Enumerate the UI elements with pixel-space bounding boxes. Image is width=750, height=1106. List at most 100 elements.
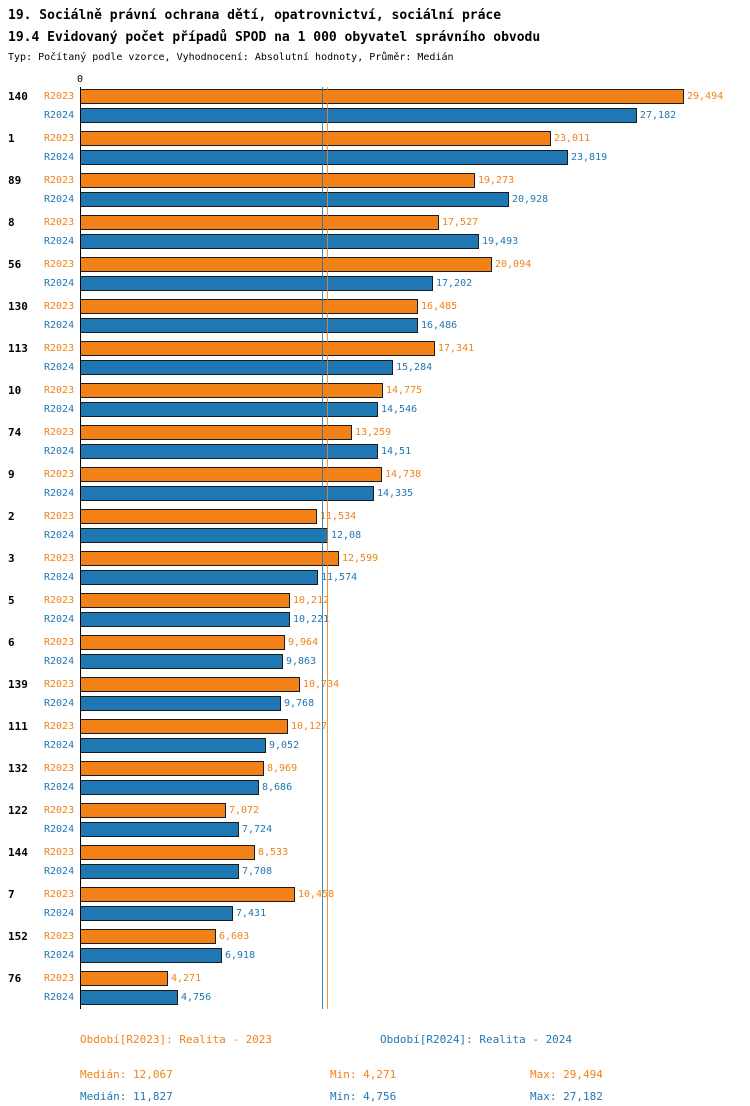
- legend-r2024: Období[R2024]: Realita - 2024: [380, 1033, 573, 1046]
- value-label-r2024: 8,686: [262, 782, 293, 793]
- chart-subtitle: 19.4 Evidovaný počet případů SPOD na 1 0…: [8, 30, 541, 45]
- bar-row: R2023 29,494: [44, 89, 750, 104]
- value-label-r2023: 8,969: [267, 763, 298, 774]
- bar-row: R2024 14,335: [44, 486, 750, 501]
- bar-group: 144 R2023 8,533 R2024 7,708: [0, 845, 750, 879]
- category-label: 1: [8, 132, 15, 145]
- bar-group: 152 R2023 6,603 R2024 6,918: [0, 929, 750, 963]
- value-label-r2024: 4,756: [181, 992, 212, 1003]
- value-label-r2024: 7,708: [242, 866, 273, 877]
- bar-group: 3 R2023 12,599 R2024 11,574: [0, 551, 750, 585]
- series-label-r2024: R2024: [44, 152, 75, 163]
- bar-group: 74 R2023 13,259 R2024 14,51: [0, 425, 750, 459]
- bar-r2023: [80, 929, 216, 944]
- bar-group: 6 R2023 9,964 R2024 9,863: [0, 635, 750, 669]
- series-label-r2023: R2023: [44, 343, 75, 354]
- bar-row: R2023 4,271: [44, 971, 750, 986]
- series-label-r2023: R2023: [44, 91, 75, 102]
- series-label-r2023: R2023: [44, 679, 75, 690]
- value-label-r2024: 15,284: [396, 362, 433, 373]
- category-label: 76: [8, 972, 22, 985]
- stat-max-r2023: Max: 29,494: [530, 1068, 603, 1081]
- bar-group: 89 R2023 19,273 R2024 20,928: [0, 173, 750, 207]
- bar-r2023: [80, 509, 317, 524]
- bar-row: R2023 19,273: [44, 173, 750, 188]
- value-label-r2023: 6,603: [219, 931, 250, 942]
- page-title: 19. Sociálně právní ochrana dětí, opatro…: [8, 8, 502, 23]
- series-label-r2024: R2024: [44, 908, 75, 919]
- value-label-r2023: 10,458: [298, 889, 335, 900]
- series-label-r2023: R2023: [44, 973, 75, 984]
- bar-r2023: [80, 89, 684, 104]
- bar-r2024: [80, 360, 393, 375]
- category-label: 122: [8, 804, 28, 817]
- bar-group: 111 R2023 10,127 R2024 9,052: [0, 719, 750, 753]
- series-label-r2023: R2023: [44, 511, 75, 522]
- category-label: 132: [8, 762, 28, 775]
- series-label-r2023: R2023: [44, 301, 75, 312]
- value-label-r2024: 9,768: [284, 698, 315, 709]
- bar-r2023: [80, 173, 475, 188]
- bar-row: R2024 19,493: [44, 234, 750, 249]
- series-label-r2023: R2023: [44, 175, 75, 186]
- value-label-r2023: 20,094: [495, 259, 532, 270]
- bar-r2024: [80, 696, 281, 711]
- value-label-r2024: 7,724: [242, 824, 273, 835]
- bar-row: R2024 9,768: [44, 696, 750, 711]
- series-label-r2024: R2024: [44, 572, 75, 583]
- bar-row: R2024 16,486: [44, 318, 750, 333]
- series-label-r2024: R2024: [44, 614, 75, 625]
- legend: Období[R2023]: Realita - 2023 Období[R20…: [80, 1033, 750, 1046]
- value-label-r2024: 19,493: [482, 236, 519, 247]
- bar-group: 76 R2023 4,271 R2024 4,756: [0, 971, 750, 1005]
- value-label-r2024: 12,08: [331, 530, 362, 541]
- value-label-r2023: 4,271: [171, 973, 202, 984]
- bar-r2024: [80, 948, 222, 963]
- value-label-r2023: 16,485: [421, 301, 458, 312]
- value-label-r2024: 17,202: [436, 278, 473, 289]
- value-label-r2024: 27,182: [640, 110, 677, 121]
- value-label-r2024: 20,928: [512, 194, 549, 205]
- bar-row: R2023 14,775: [44, 383, 750, 398]
- category-label: 5: [8, 594, 15, 607]
- category-label: 152: [8, 930, 28, 943]
- series-label-r2024: R2024: [44, 362, 75, 373]
- bar-row: R2024 6,918: [44, 948, 750, 963]
- series-label-r2023: R2023: [44, 763, 75, 774]
- bar-group: 2 R2023 11,534 R2024 12,08: [0, 509, 750, 543]
- median-line-r2023: [326, 87, 328, 1009]
- value-label-r2023: 7,072: [229, 805, 260, 816]
- category-label: 140: [8, 90, 28, 103]
- bar-r2024: [80, 906, 233, 921]
- series-label-r2023: R2023: [44, 721, 75, 732]
- value-label-r2023: 10,734: [303, 679, 339, 690]
- bar-row: R2024 17,202: [44, 276, 750, 291]
- value-label-r2024: 23,819: [571, 152, 608, 163]
- y-axis-line: [80, 87, 81, 1009]
- value-label-r2024: 6,918: [225, 950, 256, 961]
- series-label-r2024: R2024: [44, 446, 75, 457]
- bar-row: R2024 9,052: [44, 738, 750, 753]
- bar-group: 139 R2023 10,734 R2024 9,768: [0, 677, 750, 711]
- bar-group: 8 R2023 17,527 R2024 19,493: [0, 215, 750, 249]
- bar-r2023: [80, 677, 300, 692]
- bar-group: 7 R2023 10,458 R2024 7,431: [0, 887, 750, 921]
- bar-row: R2023 7,072: [44, 803, 750, 818]
- value-label-r2023: 19,273: [478, 175, 515, 186]
- bar-r2023: [80, 425, 352, 440]
- series-label-r2024: R2024: [44, 110, 75, 121]
- bar-r2024: [80, 276, 433, 291]
- bar-row: R2023 17,341: [44, 341, 750, 356]
- bar-group: 10 R2023 14,775 R2024 14,546: [0, 383, 750, 417]
- bar-r2024: [80, 192, 509, 207]
- series-label-r2023: R2023: [44, 847, 75, 858]
- bar-r2023: [80, 719, 288, 734]
- value-label-r2024: 10,221: [293, 614, 330, 625]
- series-label-r2023: R2023: [44, 469, 75, 480]
- series-label-r2023: R2023: [44, 889, 75, 900]
- series-label-r2024: R2024: [44, 488, 75, 499]
- bar-r2024: [80, 822, 239, 837]
- median-line-r2024: [321, 87, 323, 1009]
- bar-row: R2023 10,734: [44, 677, 750, 692]
- series-label-r2023: R2023: [44, 385, 75, 396]
